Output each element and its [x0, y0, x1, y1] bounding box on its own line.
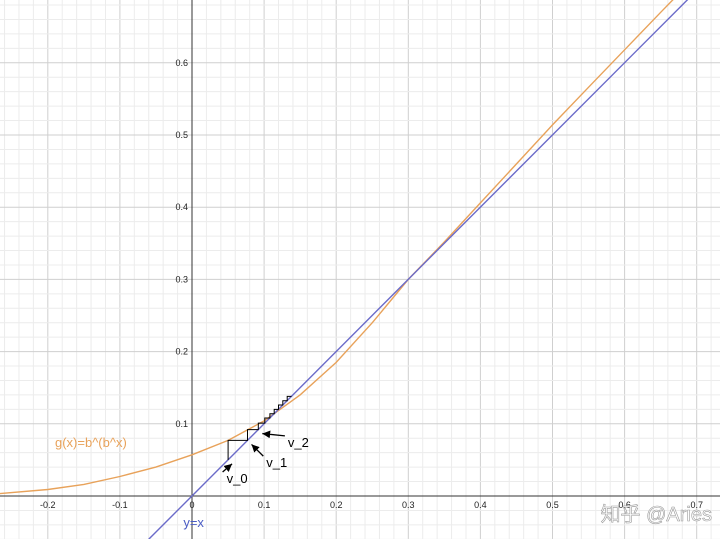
x-tick-label: 0.3 — [402, 500, 415, 510]
annotation-arrow — [222, 463, 233, 473]
y-tick-label: 0.5 — [175, 130, 188, 140]
y-tick-label: 0.3 — [175, 274, 188, 284]
x-tick-label: 0.5 — [546, 500, 559, 510]
x-tick-label: 0.2 — [330, 500, 343, 510]
watermark: 知乎 @Aries — [601, 503, 712, 526]
x-tick-label: 0.6 — [618, 500, 631, 510]
x-tick-label: 0 — [189, 500, 194, 510]
annotation-arrow — [262, 430, 285, 439]
tick-labels: -0.2 -0.1 0 0.1 0.2 0.3 0.4 0.5 0.6 0.7 0.1 0.2 0.3 0… — [40, 58, 703, 510]
annotation-label: v_1 — [266, 455, 287, 470]
annotations-layer: v_0 v_1v_2 g(x)=b^(b^x) y=x — [55, 430, 309, 530]
y-tick-label: 0.2 — [175, 347, 188, 357]
annotation-label: v_2 — [288, 435, 309, 450]
x-tick-label: -0.2 — [40, 500, 56, 510]
x-tick-label: 0.1 — [258, 500, 271, 510]
x-tick-label: 0.4 — [474, 500, 487, 510]
series-identity-line — [148, 0, 689, 539]
cobweb-layer — [227, 395, 292, 460]
cobweb-path — [227, 395, 292, 460]
series-g-curve — [0, 0, 674, 495]
y-tick-label: 0.4 — [175, 202, 188, 212]
annotation-label: v_0 — [227, 471, 248, 486]
curve-label: g(x)=b^(b^x) — [55, 435, 127, 450]
annotation-arrow — [251, 443, 264, 457]
y-tick-label: 0.1 — [175, 419, 188, 429]
curve-label: y=x — [183, 515, 204, 530]
x-tick-label: -0.1 — [112, 500, 128, 510]
y-tick-label: 0.6 — [175, 58, 188, 68]
x-tick-label: 0.7 — [690, 500, 703, 510]
